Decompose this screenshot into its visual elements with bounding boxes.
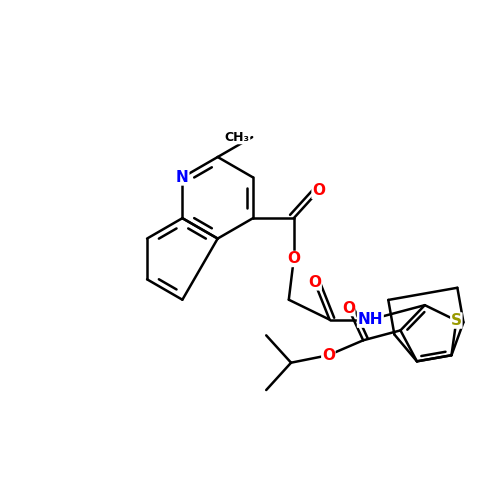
Text: N: N (176, 170, 188, 185)
Text: O: O (308, 275, 321, 290)
Text: O: O (312, 184, 325, 198)
Text: NH: NH (358, 312, 383, 327)
Text: O: O (322, 348, 335, 362)
Text: O: O (288, 252, 300, 266)
Text: O: O (342, 300, 355, 316)
Text: S: S (451, 313, 462, 328)
Text: CH₃: CH₃ (224, 130, 250, 143)
